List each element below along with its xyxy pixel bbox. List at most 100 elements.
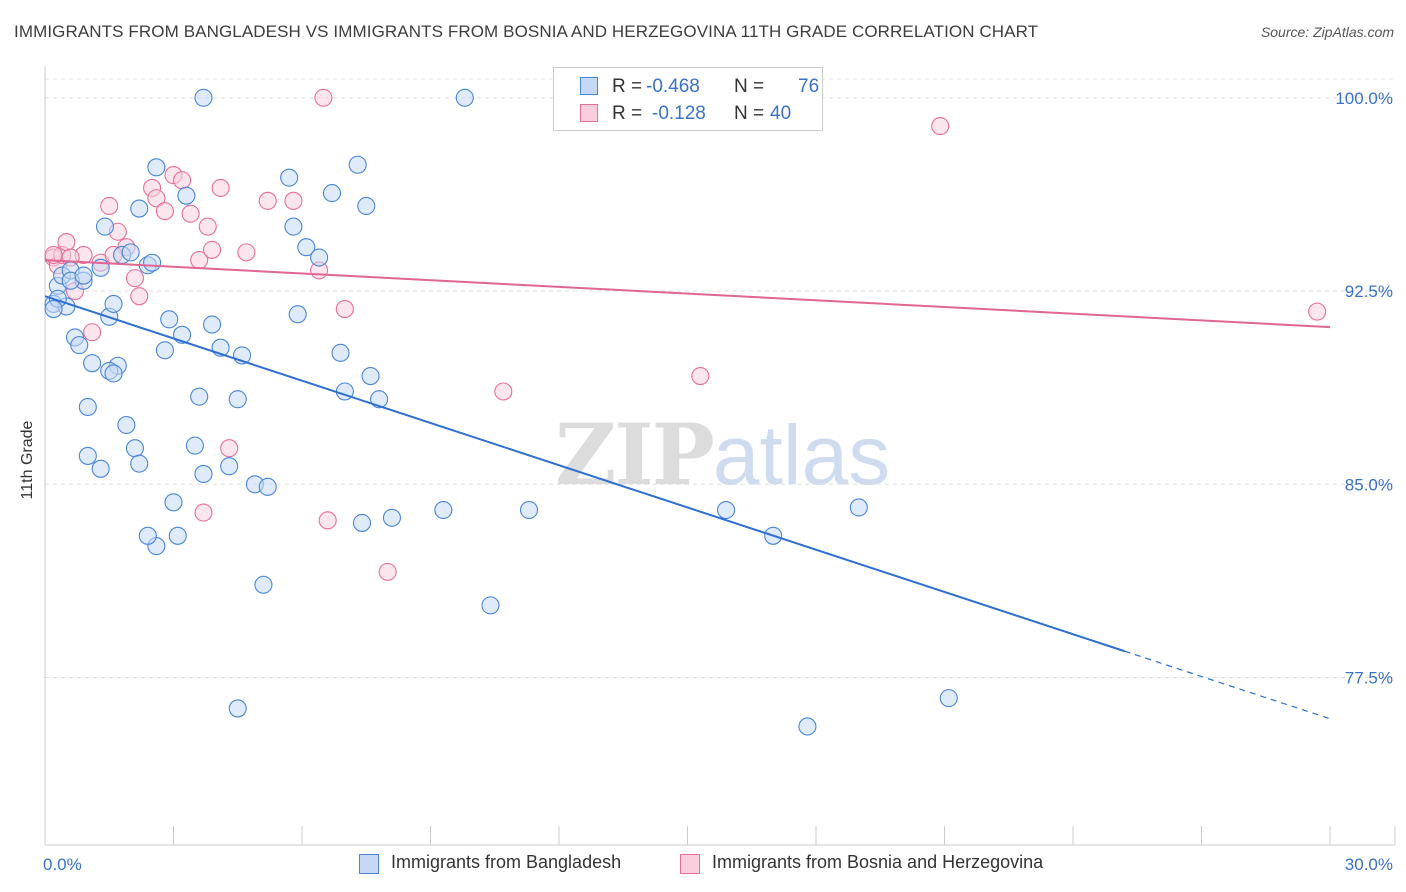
y-tick-label: 92.5% (1345, 282, 1393, 301)
point-bangladesh (83, 354, 102, 373)
point-bosnia (314, 88, 333, 107)
point-bangladesh (481, 596, 500, 615)
point-bosnia (931, 117, 950, 136)
point-bangladesh (78, 397, 97, 417)
point-bangladesh (74, 266, 93, 285)
point-bosnia (198, 217, 217, 236)
point-bangladesh (194, 464, 213, 484)
point-bosnia (237, 243, 256, 262)
point-bangladesh (798, 717, 817, 736)
legend-label: Immigrants from Bangladesh (391, 852, 622, 872)
point-bosnia (220, 439, 239, 458)
legend-n-label: N = (734, 76, 765, 97)
point-bangladesh (155, 341, 174, 360)
point-bangladesh (104, 294, 123, 313)
x-tick-label: 30.0% (1345, 855, 1393, 874)
point-bangladesh (280, 168, 299, 187)
tick-labels: 100.0% 92.5% 85.0% 77.5% 0.0% 30.0% (43, 89, 1393, 874)
point-bangladesh (164, 493, 183, 512)
trend-line-bangladesh-extension (1124, 650, 1331, 720)
point-bangladesh (130, 199, 149, 218)
point-bangladesh (203, 315, 222, 334)
trend-lines (44, 259, 1331, 720)
legend-label: Immigrants from Bosnia and Herzegovina (712, 852, 1044, 872)
point-bangladesh (104, 364, 123, 383)
trend-line-bosnia (44, 259, 1331, 329)
point-bangladesh (220, 457, 239, 476)
point-bangladesh (297, 238, 316, 257)
point-bangladesh (194, 88, 213, 107)
series-bosnia-points (44, 88, 1327, 581)
point-bangladesh (331, 343, 350, 362)
watermark-zip: ZIP (555, 405, 715, 504)
point-bosnia (691, 366, 710, 386)
legend-swatch-bangladesh (359, 854, 379, 874)
legend-r-value: -0.468 (646, 76, 700, 97)
point-bangladesh (284, 217, 303, 236)
watermark-atlas: atlas (712, 408, 891, 502)
point-bosnia (284, 191, 303, 210)
legend-n-value: 40 (770, 103, 792, 124)
watermark: ZIPatlas (555, 405, 890, 504)
point-bosnia (57, 233, 76, 252)
point-bangladesh (138, 526, 157, 545)
point-bangladesh (357, 196, 376, 216)
point-bosnia (44, 245, 63, 264)
correlation-legend: R = -0.468 N = 76 R = -0.128 N = 40 (553, 67, 823, 131)
legend-swatch-bosnia (680, 854, 700, 874)
x-tick-label: 0.0% (43, 855, 82, 874)
legend-r-label: R = (612, 103, 643, 124)
legend-swatch-bangladesh (580, 77, 598, 95)
trend-line-bangladesh (44, 295, 1125, 653)
legend-n-label: N = (734, 103, 765, 124)
legend-r-label: R = (612, 76, 643, 97)
point-bangladesh (352, 513, 372, 532)
point-bangladesh (434, 500, 453, 520)
point-bangladesh (455, 88, 474, 107)
point-bosnia (125, 269, 144, 288)
point-bangladesh (939, 689, 958, 708)
point-bangladesh (147, 158, 166, 177)
point-bangladesh (258, 477, 277, 496)
point-bangladesh (190, 387, 209, 406)
point-bangladesh (143, 253, 162, 272)
point-bangladesh (177, 186, 196, 205)
chart-title: IMMIGRANTS FROM BANGLADESH VS IMMIGRANTS… (14, 22, 1039, 41)
point-bosnia (100, 196, 119, 216)
legend-swatch-bosnia (580, 104, 598, 122)
point-bangladesh (168, 526, 187, 545)
point-bangladesh (44, 300, 63, 319)
point-bangladesh (130, 454, 149, 473)
point-bangladesh (117, 415, 136, 435)
source-label: Source: ZipAtlas.com (1260, 24, 1394, 40)
point-bangladesh (185, 436, 204, 455)
point-bangladesh (322, 184, 342, 203)
point-bangladesh (121, 243, 140, 262)
point-bangladesh (254, 575, 273, 594)
point-bangladesh (716, 500, 736, 520)
point-bosnia (155, 202, 174, 221)
point-bangladesh (78, 446, 97, 465)
point-bosnia (147, 189, 166, 208)
point-bangladesh (125, 439, 144, 458)
point-bosnia (258, 191, 277, 210)
point-bangladesh (361, 366, 380, 386)
point-bangladesh (849, 498, 868, 517)
point-bangladesh (228, 699, 247, 718)
point-bosnia (194, 503, 213, 522)
point-bosnia (203, 240, 222, 259)
grid (45, 78, 1395, 679)
point-bangladesh (160, 310, 179, 329)
point-bosnia (173, 171, 192, 190)
y-tick-label: 77.5% (1345, 669, 1393, 688)
point-bangladesh (310, 248, 329, 267)
point-bosnia (494, 382, 513, 401)
point-bangladesh (370, 390, 389, 409)
point-bosnia (83, 323, 102, 342)
point-bosnia (318, 511, 337, 530)
point-bangladesh (348, 155, 367, 174)
point-bangladesh (228, 390, 247, 409)
legend-n-value: 76 (798, 76, 820, 97)
point-bosnia (378, 562, 397, 581)
